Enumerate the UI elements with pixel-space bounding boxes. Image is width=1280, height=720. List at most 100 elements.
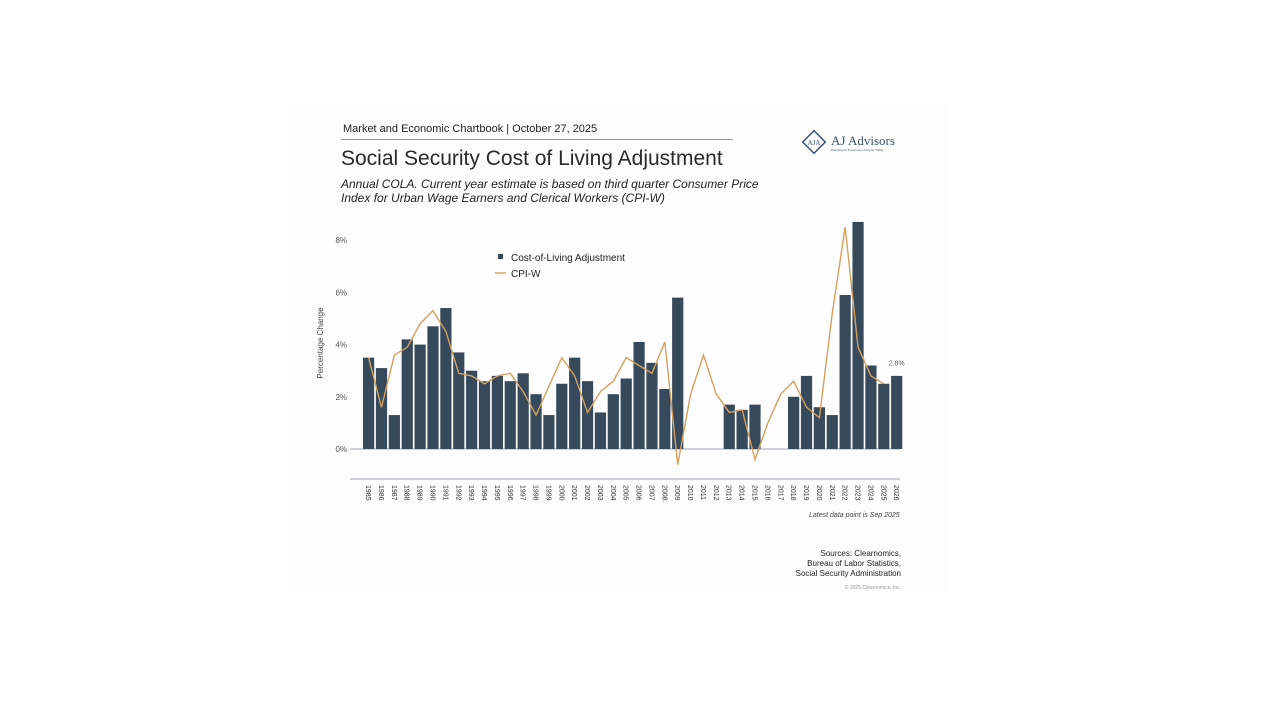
chartbook-card: Market and Economic Chartbook | October …: [295, 105, 948, 591]
sources: Sources: Clearnomics, Bureau of Labor St…: [795, 549, 901, 578]
copyright: © 2025 Clearnomics, Inc.: [844, 585, 901, 591]
bar-2008: [659, 388, 671, 449]
bar-1997: [517, 373, 529, 449]
x-tick-label: 2009: [673, 485, 680, 501]
x-tick-label: 1985: [364, 485, 371, 501]
x-tick-label: 2004: [609, 485, 616, 501]
x-tick-label: 1999: [544, 485, 551, 501]
bar-2024: [865, 365, 877, 449]
bar-2018: [788, 396, 800, 449]
y-tick-label: 8%: [335, 236, 347, 245]
bar-1986: [375, 368, 388, 449]
x-tick-label: 1986: [377, 485, 384, 501]
x-tick-label: 2010: [686, 485, 693, 501]
bar-2014: [736, 409, 748, 449]
x-tick-label: 2018: [789, 485, 796, 501]
x-tick-label: 2023: [854, 485, 861, 501]
diamond-monogram-icon: AJA: [801, 129, 827, 155]
x-tick-label: 1992: [454, 485, 461, 501]
cpi-w-line: [367, 227, 885, 465]
bar-2003: [594, 412, 607, 449]
bar-2007: [646, 362, 658, 449]
x-tick-label: 1998: [532, 485, 539, 501]
bar-2006: [633, 341, 645, 449]
x-tick-label: 2007: [647, 485, 654, 501]
bar-1993: [466, 370, 478, 449]
bar-1995: [491, 375, 503, 449]
x-tick-label: 2020: [815, 485, 822, 501]
x-tick-label: 1991: [441, 485, 448, 501]
bar-2019: [800, 375, 813, 449]
bar-1999: [543, 415, 555, 449]
x-tick-label: 2012: [712, 485, 719, 501]
x-tick-label: 2019: [802, 485, 809, 501]
chart-title: Social Security Cost of Living Adjustmen…: [341, 147, 723, 170]
x-tick-label: 2017: [776, 485, 783, 501]
bar-2022: [839, 295, 851, 449]
bar-2021: [826, 415, 838, 449]
legend-cpiw-label: CPI-W: [511, 269, 541, 280]
legend-bar-swatch: [498, 254, 503, 259]
x-tick-label: 2014: [738, 485, 745, 501]
x-tick-label: 2026: [892, 485, 899, 501]
x-tick-label: 2005: [622, 485, 629, 501]
y-tick-label: 6%: [335, 288, 347, 297]
bar-2004: [607, 394, 619, 449]
bar-2013: [723, 404, 735, 449]
bar-1989: [414, 344, 426, 449]
x-tick-label: 1988: [403, 485, 410, 501]
x-tick-label: 2003: [596, 485, 603, 501]
x-tick-label: 1987: [390, 485, 397, 501]
bar-2023: [852, 221, 864, 449]
legend-cola-label: Cost-of-Living Adjustment: [511, 253, 625, 264]
x-tick-label: 2022: [841, 485, 848, 501]
x-tick-label: 2011: [699, 485, 706, 500]
chart-subtitle: Annual COLA. Current year estimate is ba…: [341, 177, 759, 205]
x-tick-label: 1996: [506, 485, 513, 501]
x-tick-label: 2002: [583, 485, 590, 501]
cola-chart: 0% 2% 4% 6% 8% Percentage Change 1985 1986 1987 1…: [316, 221, 905, 501]
x-tick-label: 1994: [480, 485, 487, 501]
y-tick-label: 0%: [335, 445, 347, 454]
bar-1991: [440, 308, 452, 449]
bar-1998: [530, 394, 542, 449]
bar-2026: [891, 375, 903, 449]
bar-2002: [581, 381, 594, 449]
y-tick-label: 4%: [335, 341, 347, 350]
x-tick-label: 2006: [635, 485, 642, 501]
x-tick-label: 1993: [467, 485, 474, 501]
bar-1994: [478, 381, 491, 449]
data-label-2026: 2.8%: [889, 360, 905, 367]
header-divider: [341, 139, 733, 140]
x-tick-label: 2000: [557, 485, 564, 501]
x-tick-label: 2001: [570, 485, 577, 501]
bar-2025: [878, 383, 890, 449]
y-tick-label: 2%: [335, 393, 347, 402]
logo-tagline: Planning for Tomorrow, Living for Today: [831, 147, 884, 152]
bar-2000: [556, 383, 568, 449]
bar-1996: [504, 381, 516, 449]
x-tick-label: 2024: [866, 485, 873, 501]
x-tick-label: 1990: [429, 485, 436, 501]
x-tick-label: 2015: [751, 485, 758, 501]
bar-1988: [401, 339, 413, 449]
bar-1990: [427, 326, 439, 449]
x-tick-label: 1995: [493, 485, 500, 501]
bar-1985: [363, 357, 375, 449]
x-tick-label: 2016: [763, 485, 770, 501]
chartbook-header: Market and Economic Chartbook | October …: [343, 123, 598, 135]
svg-text:AJA: AJA: [808, 139, 821, 147]
aj-advisors-logo: AJA AJ Advisors Planning for Tomorrow, Li…: [801, 129, 895, 155]
x-tick-label: 2008: [660, 485, 667, 501]
bar-2005: [620, 378, 632, 449]
x-tick-label: 2013: [725, 485, 732, 501]
logo-name: AJ Advisors: [831, 132, 895, 148]
latest-data-note: Latest data point is Sep 2025: [809, 512, 900, 519]
x-tick-label: 1997: [519, 485, 526, 501]
bar-2001: [569, 357, 581, 449]
bar-2020: [813, 407, 825, 449]
bar-2009: [672, 297, 684, 449]
y-axis-label: Percentage Change: [316, 307, 325, 379]
x-tick-label: 1989: [416, 485, 423, 501]
bar-2015: [749, 404, 761, 449]
